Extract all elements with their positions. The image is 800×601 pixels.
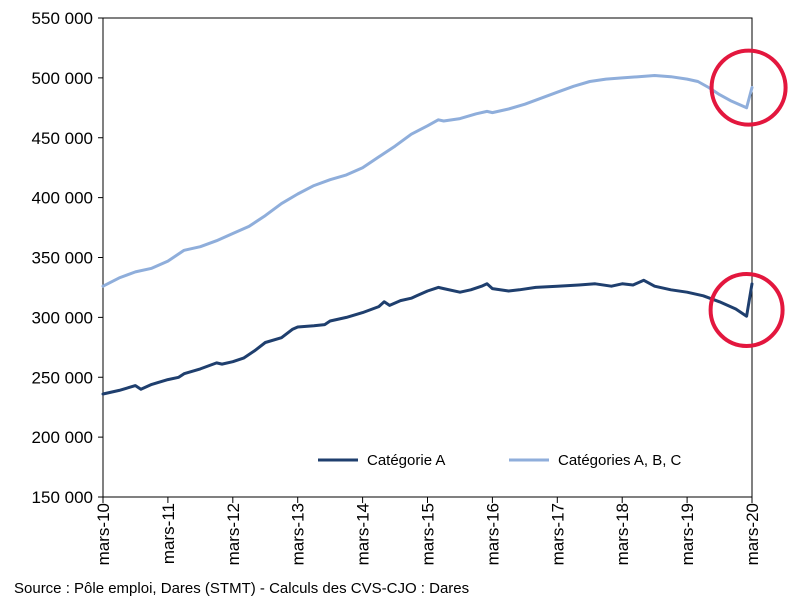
highlight-circle (709, 48, 788, 127)
x-tick-label: mars-19 (678, 503, 697, 565)
y-tick-label: 200 000 (32, 428, 93, 447)
source-note: Source : Pôle emploi, Dares (STMT) - Cal… (14, 580, 470, 597)
series-line-categorie-a (101, 278, 754, 396)
y-axis: 150 000 200 000 250 000 300 000 350 000 400 0… (32, 9, 103, 507)
plot-frame (102, 17, 753, 498)
x-tick-label: mars-16 (483, 503, 502, 565)
x-tick-label: mars-10 (94, 503, 113, 565)
highlight-circle (708, 272, 785, 349)
legend-label-categorie-a: Catégorie A (367, 452, 445, 469)
x-tick-label: mars-18 (613, 503, 632, 565)
y-tick-label: 300 000 (32, 308, 93, 327)
series-layer (101, 74, 754, 396)
x-tick-label: mars-17 (548, 503, 567, 565)
x-tick-label: mars-15 (419, 503, 438, 565)
x-tick-label: mars-11 (159, 503, 178, 564)
y-tick-label: 500 000 (32, 69, 93, 88)
annotation-layer (708, 48, 788, 349)
y-tick-label: 150 000 (32, 488, 93, 507)
x-tick-label: mars-14 (354, 503, 373, 565)
x-axis: mars-10 mars-11 mars-12 mars-13 mars-14 mars-… (94, 497, 762, 565)
y-tick-label: 450 000 (32, 129, 93, 148)
series-line-categories-abc (101, 74, 754, 288)
y-tick-label: 350 000 (32, 249, 93, 268)
y-tick-label: 250 000 (32, 368, 93, 387)
x-tick-label: mars-13 (289, 503, 308, 565)
x-tick-label: mars-12 (224, 503, 243, 565)
y-tick-label: 400 000 (32, 189, 93, 208)
plot-border (102, 17, 753, 498)
legend: Catégorie A Catégories A, B, C (318, 452, 682, 469)
y-tick-label: 550 000 (32, 9, 93, 28)
legend-label-categories-abc: Catégories A, B, C (558, 452, 682, 469)
x-tick-label: mars-20 (743, 503, 762, 565)
